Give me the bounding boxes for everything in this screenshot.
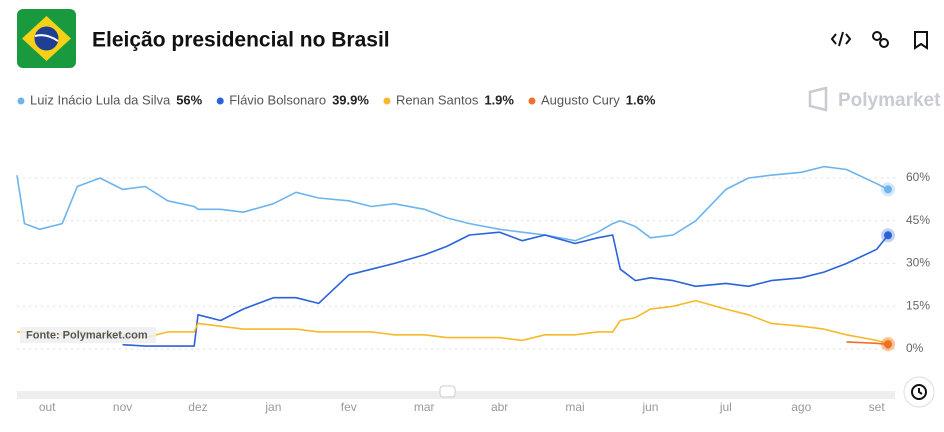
legend-name: Flávio Bolsonaro [229,92,326,107]
x-tick-label: set [869,400,886,414]
legend-name: Renan Santos [396,92,479,107]
legend-value: 56% [176,92,202,107]
x-tick-label: ago [791,400,811,414]
legend-dot [383,97,391,105]
history-button[interactable] [903,376,935,408]
legend-value: 1.6% [626,92,656,107]
link-icon[interactable] [872,31,889,48]
brand-name: Polymarket [838,90,941,111]
source-box [20,327,156,343]
legend-name: Augusto Cury [541,92,620,107]
legend-name: Luiz Inácio Lula da Silva [30,92,171,107]
legend: Luiz Inácio Lula da Silva 56% Flávio Bolso… [17,92,656,107]
x-tick-label: mai [565,400,584,414]
legend-dot [17,97,25,105]
x-tick-label: jun [641,400,658,414]
y-tick-label: 30% [906,256,930,270]
brand: Polymarket [808,86,941,112]
legend-dot [216,97,224,105]
x-tick-label: dez [188,400,207,414]
series-line [16,165,889,242]
end-dot [884,231,892,240]
embed-icon[interactable] [830,31,852,47]
legend-value: 39.9% [332,92,369,107]
series-line [122,231,889,347]
y-tick-label: 45% [906,213,930,227]
y-tick-label: 0% [906,341,924,355]
range-handle[interactable] [439,385,456,398]
x-tick-label: jul [719,400,732,414]
end-dot [884,185,892,194]
x-tick-label: jan [264,400,281,414]
legend-dot [528,97,536,105]
x-tick-label: nov [113,400,132,414]
x-tick-label: fev [341,400,357,414]
plot: 0% 15% 30% 45% 60% out nov dez jan fev mar abr mai ju… [16,165,930,414]
source: Fonte: Polymarket.com [26,329,148,341]
x-tick-label: out [39,400,56,414]
bookmark-icon[interactable] [914,31,928,50]
flag [17,9,76,68]
y-tick-label: 15% [906,298,930,312]
legend-value: 1.9% [484,92,514,107]
end-dot [884,340,892,349]
title: Eleição presidencial no Brasil [92,29,390,52]
x-tick-label: mar [414,400,435,414]
y-tick-label: 60% [906,170,930,184]
x-tick-label: abr [491,400,508,414]
